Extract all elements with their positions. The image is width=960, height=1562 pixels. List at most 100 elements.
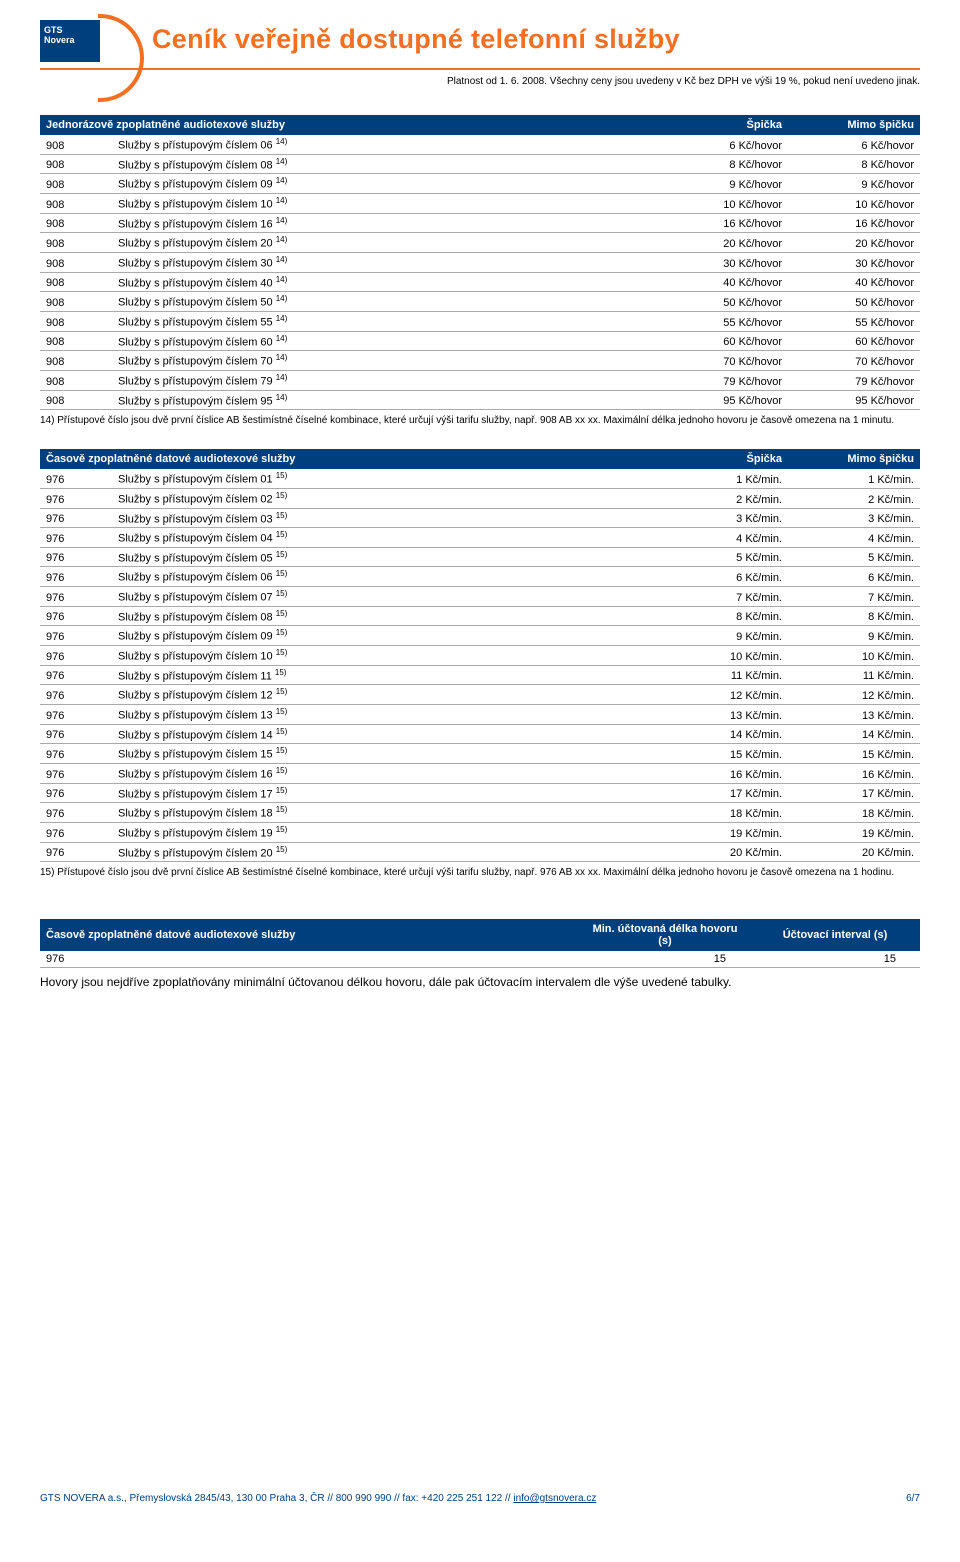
- row-desc: Služby s přístupovým číslem 18 15): [112, 803, 656, 823]
- t1-col-peak: Špička: [656, 115, 788, 135]
- row-price-peak: 18 Kč/min.: [656, 803, 788, 823]
- row-desc: Služby s přístupovým číslem 50 14): [112, 292, 656, 312]
- row-code: 976: [40, 823, 112, 843]
- row-code: 976: [40, 842, 112, 862]
- row-price-off: 6 Kč/hovor: [788, 135, 920, 154]
- row-desc: Služby s přístupovým číslem 30 14): [112, 252, 656, 272]
- table-row: 908Služby s přístupovým číslem 40 14)40 …: [40, 272, 920, 292]
- row-desc: Služby s přístupovým číslem 16 15): [112, 764, 656, 784]
- brand-line2: Novera: [44, 36, 96, 46]
- table-row: 976Služby s přístupovým číslem 16 15)16 …: [40, 764, 920, 784]
- row-price-off: 19 Kč/min.: [788, 823, 920, 843]
- t2-col-off: Mimo špičku: [788, 449, 920, 469]
- row-desc: Služby s přístupovým číslem 10 15): [112, 646, 656, 666]
- row-price-off: 20 Kč/hovor: [788, 233, 920, 253]
- page-footer: GTS NOVERA a.s., Přemyslovská 2845/43, 1…: [40, 1493, 920, 1504]
- row-price-peak: 7 Kč/min.: [656, 587, 788, 607]
- table-row: 908Služby s přístupovým číslem 20 14)20 …: [40, 233, 920, 253]
- row-desc: Služby s přístupovým číslem 40 14): [112, 272, 656, 292]
- bill-col-int: Účtovací interval (s): [750, 919, 920, 951]
- row-price-peak: 30 Kč/hovor: [656, 252, 788, 272]
- row-price-off: 17 Kč/min.: [788, 783, 920, 803]
- row-desc: Služby s přístupovým číslem 10 14): [112, 193, 656, 213]
- row-desc: Služby s přístupovým číslem 60 14): [112, 331, 656, 351]
- row-code: 976: [40, 547, 112, 567]
- row-price-peak: 70 Kč/hovor: [656, 351, 788, 371]
- table-row: 908Služby s přístupovým číslem 10 14)10 …: [40, 193, 920, 213]
- row-price-peak: 13 Kč/min.: [656, 705, 788, 725]
- footer-email-link[interactable]: info@gtsnovera.cz: [513, 1493, 596, 1504]
- row-price-peak: 9 Kč/hovor: [656, 174, 788, 194]
- row-code: 976: [40, 783, 112, 803]
- row-code: 976: [40, 646, 112, 666]
- logo-arc: [96, 20, 136, 64]
- row-desc: Služby s přístupovým číslem 95 14): [112, 390, 656, 410]
- row-desc: Služby s přístupovým číslem 09 14): [112, 174, 656, 194]
- table-row: 976Služby s přístupovým číslem 12 15)12 …: [40, 685, 920, 705]
- row-desc: Služby s přístupovým číslem 06 14): [112, 135, 656, 154]
- row-code: 976: [40, 744, 112, 764]
- table-row: 976Služby s přístupovým číslem 13 15)13 …: [40, 705, 920, 725]
- t2-footnote: 15) Přístupové číslo jsou dvě první čísl…: [40, 866, 920, 879]
- table-row: 976Služby s přístupovým číslem 06 15)6 K…: [40, 567, 920, 587]
- bill-min: 15: [580, 951, 750, 968]
- row-price-off: 70 Kč/hovor: [788, 351, 920, 371]
- table-row: 908Služby s přístupovým číslem 08 14)8 K…: [40, 154, 920, 174]
- row-code: 908: [40, 272, 112, 292]
- row-desc: Služby s přístupovým číslem 05 15): [112, 547, 656, 567]
- table-row: 976Služby s přístupovým číslem 02 15)2 K…: [40, 488, 920, 508]
- table-row: 908Služby s přístupovým číslem 30 14)30 …: [40, 252, 920, 272]
- row-price-peak: 50 Kč/hovor: [656, 292, 788, 312]
- table-row: 976Služby s přístupovým číslem 05 15) 5 K…: [40, 547, 920, 567]
- row-code: 976: [40, 724, 112, 744]
- brand-logo: GTS Novera: [40, 20, 100, 62]
- row-price-peak: 3 Kč/min.: [656, 508, 788, 528]
- row-price-peak: 11 Kč/min.: [656, 665, 788, 685]
- row-price-off: 55 Kč/hovor: [788, 311, 920, 331]
- row-price-peak: 19 Kč/min.: [656, 823, 788, 843]
- row-code: 908: [40, 370, 112, 390]
- row-desc: Služby s přístupovým číslem 13 15): [112, 705, 656, 725]
- table-row: 908Služby s přístupovým číslem 16 14)16 …: [40, 213, 920, 233]
- row-price-off: 50 Kč/hovor: [788, 292, 920, 312]
- footer-page-number: 6/7: [906, 1493, 920, 1504]
- row-desc: Služby s přístupovým číslem 01 15): [112, 469, 656, 488]
- row-code: 976: [40, 705, 112, 725]
- row-price-off: 8 Kč/min.: [788, 606, 920, 626]
- row-desc: Služby s přístupovým číslem 09 15): [112, 626, 656, 646]
- table-row: 908Služby s přístupovým číslem 70 14)70 …: [40, 351, 920, 371]
- table-row: 908Služby s přístupovým číslem 06 14)6 K…: [40, 135, 920, 154]
- row-code: 976: [40, 606, 112, 626]
- row-code: 908: [40, 213, 112, 233]
- row-price-peak: 16 Kč/min.: [656, 764, 788, 784]
- row-code: 908: [40, 311, 112, 331]
- row-price-peak: 6 Kč/hovor: [656, 135, 788, 154]
- row-desc: Služby s přístupovým číslem 06 15): [112, 567, 656, 587]
- table-row: 976Služby s přístupovým číslem 03 15)3 K…: [40, 508, 920, 528]
- table-row: 976Služby s přístupovým číslem 18 15)18 …: [40, 803, 920, 823]
- row-price-peak: 20 Kč/hovor: [656, 233, 788, 253]
- table-row: 976Služby s přístupovým číslem 14 15)14 …: [40, 724, 920, 744]
- row-price-off: 9 Kč/hovor: [788, 174, 920, 194]
- row-price-off: 3 Kč/min.: [788, 508, 920, 528]
- row-code: 908: [40, 390, 112, 410]
- row-code: 976: [40, 528, 112, 548]
- row-price-peak: 6 Kč/min.: [656, 567, 788, 587]
- table-billing-interval: Časově zpoplatněné datové audiotexové sl…: [40, 919, 920, 968]
- row-code: 976: [40, 803, 112, 823]
- row-price-peak: 10 Kč/hovor: [656, 193, 788, 213]
- row-price-off: 79 Kč/hovor: [788, 370, 920, 390]
- row-desc: Služby s přístupovým číslem 15 15): [112, 744, 656, 764]
- row-price-peak: 60 Kč/hovor: [656, 331, 788, 351]
- row-price-off: 5 Kč/min.: [788, 547, 920, 567]
- row-desc: Služby s přístupovým číslem 11 15): [112, 665, 656, 685]
- footer-company: GTS NOVERA a.s., Přemyslovská 2845/43, 1…: [40, 1493, 513, 1504]
- table-row: 976Služby s přístupovým číslem 04 15)4 K…: [40, 528, 920, 548]
- row-desc: Služby s přístupovým číslem 79 14): [112, 370, 656, 390]
- row-desc: Služby s přístupovým číslem 03 15): [112, 508, 656, 528]
- table-row: 908Služby s přístupovým číslem 60 14)60 …: [40, 331, 920, 351]
- t1-col-off: Mimo špičku: [788, 115, 920, 135]
- row-desc: Služby s přístupovým číslem 19 15): [112, 823, 656, 843]
- row-price-off: 18 Kč/min.: [788, 803, 920, 823]
- table-row: 976Služby s přístupovým číslem 01 15)1 K…: [40, 469, 920, 488]
